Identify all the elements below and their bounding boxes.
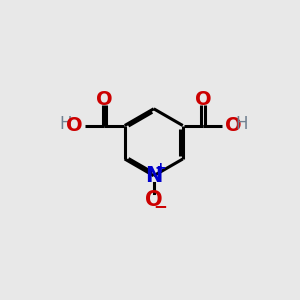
Text: O: O <box>145 190 163 210</box>
Text: H: H <box>236 116 248 134</box>
Text: O: O <box>195 90 212 109</box>
Text: O: O <box>225 116 241 135</box>
Text: +: + <box>155 161 167 176</box>
Text: O: O <box>96 90 113 109</box>
Text: H: H <box>59 116 71 134</box>
Text: O: O <box>66 116 83 135</box>
Text: −: − <box>154 197 168 215</box>
Text: N: N <box>145 166 162 186</box>
